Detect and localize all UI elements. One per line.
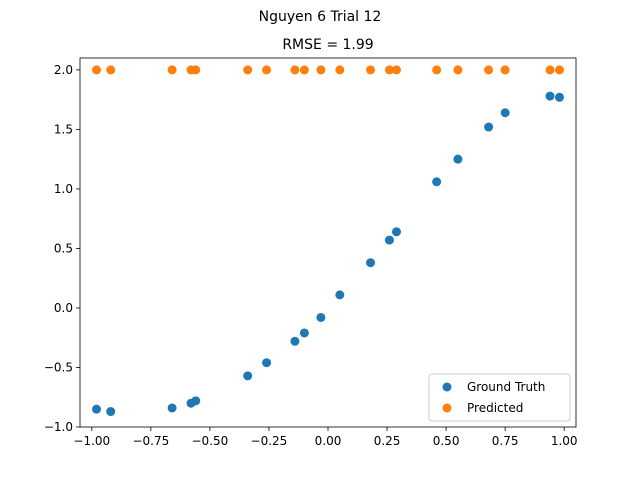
y-tick-label: 0.5 bbox=[54, 241, 73, 255]
data-point bbox=[106, 407, 116, 417]
data-point bbox=[92, 65, 102, 75]
data-point bbox=[391, 65, 401, 75]
legend-label: Ground Truth bbox=[467, 380, 545, 394]
data-point bbox=[243, 371, 253, 381]
data-point bbox=[384, 65, 394, 75]
data-point bbox=[92, 404, 102, 414]
data-point bbox=[545, 91, 555, 101]
x-axis: −1.00 −0.75 −0.50 −0.25 0.00 0.25 0.50 0.75 1.00 bbox=[73, 427, 578, 448]
data-point bbox=[167, 403, 177, 413]
data-point bbox=[500, 65, 510, 75]
data-point bbox=[366, 65, 376, 75]
data-point bbox=[484, 122, 494, 132]
figure-suptitle: Nguyen 6 Trial 12 bbox=[259, 9, 382, 25]
x-tick-label: −0.50 bbox=[192, 434, 229, 448]
series-ground-truth bbox=[92, 91, 564, 417]
data-point bbox=[316, 65, 326, 75]
series-predicted bbox=[92, 65, 564, 75]
x-tick-label: −0.75 bbox=[132, 434, 169, 448]
data-point bbox=[290, 65, 300, 75]
x-tick-label: 0.25 bbox=[374, 434, 401, 448]
data-point bbox=[453, 154, 463, 164]
x-tick-label: 0.00 bbox=[315, 434, 342, 448]
data-point bbox=[384, 235, 394, 245]
x-tick-label: 0.50 bbox=[433, 434, 460, 448]
data-point bbox=[262, 65, 272, 75]
data-point bbox=[432, 65, 442, 75]
data-point bbox=[335, 65, 345, 75]
x-tick-label: 1.00 bbox=[551, 434, 578, 448]
data-point bbox=[453, 65, 463, 75]
data-point bbox=[432, 177, 442, 187]
chart-title: RMSE = 1.99 bbox=[282, 37, 373, 53]
data-point bbox=[335, 290, 345, 300]
legend-box bbox=[428, 373, 571, 422]
y-tick-label: 1.0 bbox=[54, 182, 73, 196]
y-tick-label: −0.5 bbox=[44, 360, 73, 374]
data-point bbox=[191, 65, 201, 75]
data-points bbox=[92, 65, 564, 417]
data-point bbox=[316, 312, 326, 322]
y-tick-label: 1.5 bbox=[54, 122, 73, 136]
data-point bbox=[167, 65, 177, 75]
legend: Ground Truth Predicted bbox=[428, 373, 571, 422]
y-tick-label: −1.0 bbox=[44, 420, 73, 434]
data-point bbox=[391, 227, 401, 237]
data-point bbox=[554, 65, 564, 75]
data-point bbox=[243, 65, 253, 75]
data-point bbox=[484, 65, 494, 75]
y-axis: −1.0 −0.5 0.0 0.5 1.0 1.5 2.0 bbox=[44, 63, 80, 434]
data-point bbox=[554, 92, 564, 102]
x-tick-label: −1.00 bbox=[73, 434, 110, 448]
data-point bbox=[299, 65, 309, 75]
data-point bbox=[545, 65, 555, 75]
legend-marker bbox=[442, 403, 452, 413]
x-tick-label: 0.75 bbox=[492, 434, 519, 448]
data-point bbox=[366, 258, 376, 268]
y-tick-label: 0.0 bbox=[54, 301, 73, 315]
legend-marker bbox=[442, 382, 452, 392]
x-tick-label: −0.25 bbox=[251, 434, 288, 448]
data-point bbox=[290, 336, 300, 346]
legend-label: Predicted bbox=[467, 401, 523, 415]
data-point bbox=[500, 108, 510, 118]
y-tick-label: 2.0 bbox=[54, 63, 73, 77]
data-point bbox=[106, 65, 116, 75]
data-point bbox=[262, 358, 272, 368]
data-point bbox=[191, 396, 201, 406]
data-point bbox=[299, 328, 309, 338]
